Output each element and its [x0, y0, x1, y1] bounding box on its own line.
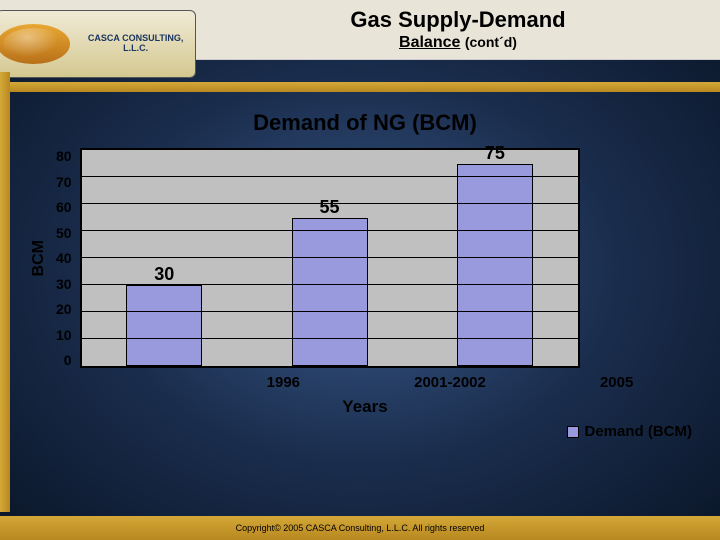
y-tick: 10: [56, 329, 72, 341]
copyright-text: Copyright© 2005 CASCA Consulting, L.L.C.…: [236, 523, 485, 533]
legend-label: Demand (BCM): [585, 423, 693, 440]
bar: 30: [126, 285, 202, 366]
bar-value-label: 30: [154, 264, 174, 285]
y-tick: 80: [56, 150, 72, 162]
bar: 55: [292, 218, 368, 367]
y-tick: 50: [56, 227, 72, 239]
x-tick: 2001-2002: [412, 374, 488, 391]
gold-horizontal-bar: [0, 82, 720, 92]
bar-value-label: 75: [485, 143, 505, 164]
slide-title-suffix: (cont´d): [465, 34, 517, 50]
logo-text: CASCA CONSULTING, L.L.C.: [76, 34, 195, 54]
grid-line: [82, 257, 578, 258]
globe-icon: [0, 24, 70, 64]
grid-line: [82, 203, 578, 204]
bars-container: 30 55 75: [82, 150, 578, 366]
bar: 75: [457, 164, 533, 367]
x-axis-ticks: 1996 2001-2002 2005: [200, 374, 700, 391]
y-tick: 30: [56, 278, 72, 290]
x-tick: 2005: [579, 374, 655, 391]
plot-area: 30 55 75: [80, 148, 580, 368]
x-tick: 1996: [245, 374, 321, 391]
grid-line: [82, 230, 578, 231]
y-axis-label: BCM: [30, 240, 48, 276]
grid-line: [82, 176, 578, 177]
bar-value-label: 55: [320, 197, 340, 218]
x-axis-label: Years: [30, 397, 700, 417]
grid-line: [82, 311, 578, 312]
grid-line: [82, 284, 578, 285]
slide-title-line2: Balance: [399, 34, 460, 51]
grid-line: [82, 338, 578, 339]
slide-title-line1: Gas Supply-Demand: [350, 7, 565, 33]
title-area: Gas Supply-Demand Balance (cont´d): [196, 0, 720, 60]
y-tick: 0: [56, 354, 72, 366]
y-axis-ticks: 80 70 60 50 40 30 20 10 0: [56, 150, 72, 366]
chart-title: Demand of NG (BCM): [30, 110, 700, 136]
bottom-bar: Copyright© 2005 CASCA Consulting, L.L.C.…: [0, 516, 720, 540]
legend-swatch: [567, 426, 579, 438]
y-tick: 70: [56, 176, 72, 188]
y-tick: 60: [56, 201, 72, 213]
legend: Demand (BCM): [30, 423, 692, 440]
header-row: CASCA CONSULTING, L.L.C. Gas Supply-Dema…: [0, 28, 720, 78]
y-tick: 20: [56, 303, 72, 315]
chart: BCM 80 70 60 50 40 30 20 10 0 30 55 75: [30, 148, 700, 368]
gold-side-bar: [0, 72, 10, 512]
y-tick: 40: [56, 252, 72, 264]
content-area: Demand of NG (BCM) BCM 80 70 60 50 40 30 20 10 0…: [30, 110, 700, 440]
logo: CASCA CONSULTING, L.L.C.: [0, 10, 196, 78]
